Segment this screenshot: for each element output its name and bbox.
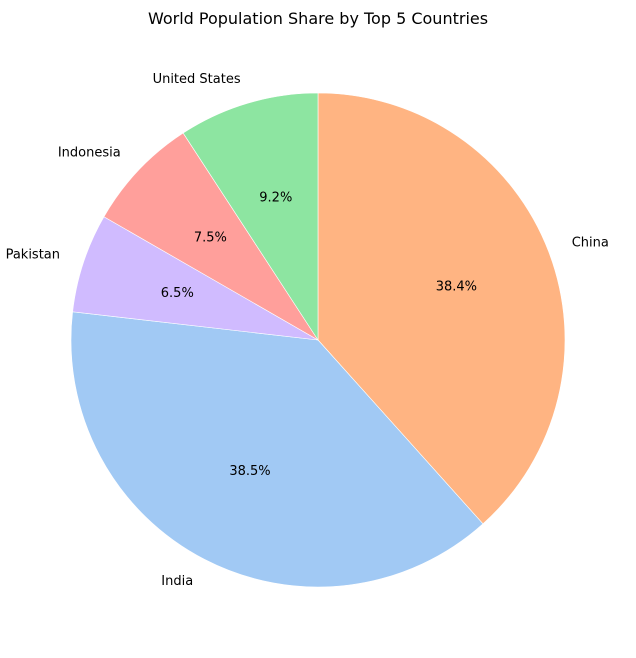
pie-slices [70,92,566,588]
pie-slice-china [317,92,566,525]
pct-label-china: 38.4% [436,280,477,295]
slice-label-china: China [572,235,609,250]
pie-slice-indonesia [103,132,319,341]
slice-label-united-states: United States [153,72,241,87]
slice-label-pakistan: Pakistan [6,247,60,262]
pct-label-indonesia: 7.5% [194,231,227,246]
pct-label-united-states: 9.2% [259,190,292,205]
pie-labels: 38.4% China 38.5% India 6.5% Pakistan 7.5% Indo… [6,72,609,589]
pct-label-india: 38.5% [229,464,270,479]
pie-slice-united-states [182,92,319,342]
slice-label-indonesia: Indonesia [58,146,121,161]
chart-title: World Population Share by Top 5 Countrie… [148,9,488,28]
pct-label-pakistan: 6.5% [161,286,194,301]
slice-label-india: India [161,574,193,589]
pie-slice-india [70,311,484,588]
